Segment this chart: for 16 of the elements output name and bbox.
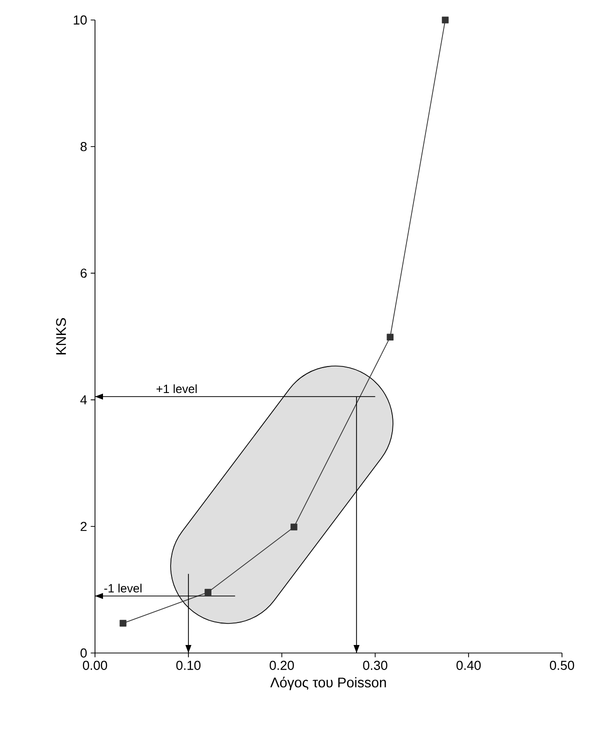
y-axis-title: KNKS [56,318,66,354]
ref-line-label: +1 level [156,384,197,394]
y-tick-label: 10 [74,15,87,25]
ref-line-label: -1 level [104,584,142,593]
x-tick-label: 0.00 [82,660,108,670]
x-axis-title: Λόγος του Poisson [270,676,386,690]
x-tick-label: 0.20 [270,660,294,670]
y-tick-label: 8 [80,142,87,152]
y-tick-label: 4 [80,395,87,404]
x-tick-label: 0.50 [550,660,574,670]
x-tick-label: 0.40 [456,660,481,670]
x-tick-label: 0.30 [363,660,388,670]
y-tick-label: 0 [80,648,87,658]
y-tick-label: 6 [80,268,87,278]
y-tick-label: 2 [80,522,87,531]
x-tick-label: 0.10 [176,660,200,670]
